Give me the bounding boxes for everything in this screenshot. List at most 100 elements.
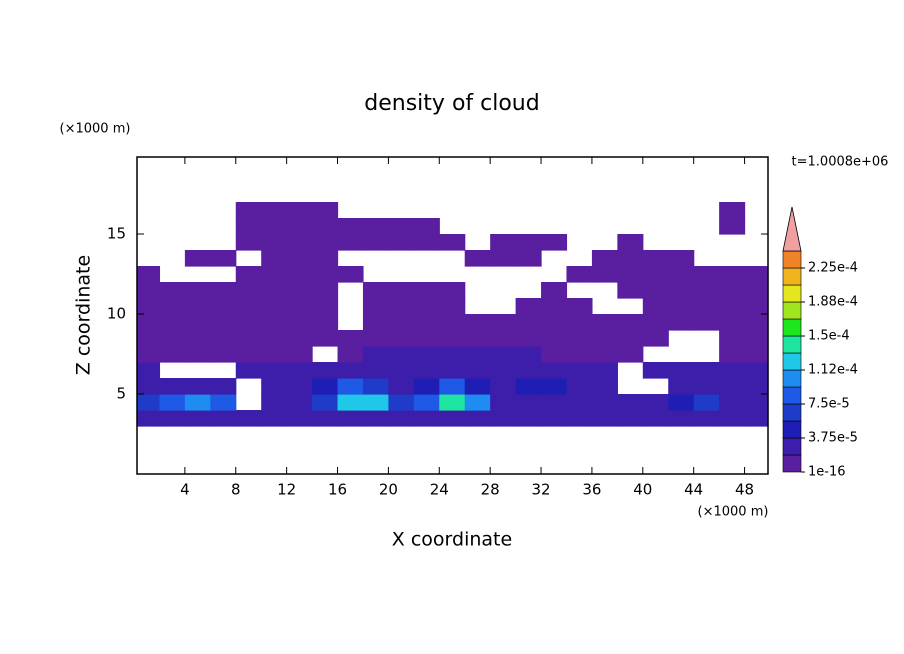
contour-cell — [464, 394, 491, 411]
contour-cell — [137, 298, 161, 315]
contour-cell — [413, 362, 440, 379]
contour-cell — [490, 234, 517, 251]
chart-title: density of cloud — [364, 91, 539, 116]
contour-cell — [515, 410, 542, 427]
contour-cell — [439, 394, 466, 411]
contour-cell — [388, 314, 415, 331]
contour-cell — [566, 394, 593, 411]
contour-cell — [159, 282, 186, 299]
contour-cell — [137, 362, 161, 379]
contour-cell — [744, 378, 769, 395]
contour-cell — [261, 202, 288, 219]
contour-cell — [439, 330, 466, 347]
contour-cell — [286, 282, 313, 299]
x-axis-label: X coordinate — [392, 529, 512, 551]
y-unit: (×1000 m) — [60, 122, 131, 137]
contour-cell — [286, 346, 313, 363]
contour-cell — [566, 410, 593, 427]
contour-cell — [337, 266, 364, 283]
contour-cell — [668, 410, 695, 427]
contour-cell — [541, 378, 568, 395]
contour-cell — [439, 314, 466, 331]
colorbar-label: 2.25e-4 — [808, 261, 858, 276]
contour-cell — [719, 282, 746, 299]
contour-cell — [541, 314, 568, 331]
contour-cell — [719, 330, 746, 347]
contour-cell — [286, 394, 313, 411]
contour-cell — [744, 362, 769, 379]
contour-cell — [719, 266, 746, 283]
contour-cell — [235, 234, 262, 251]
contour-cell — [261, 282, 288, 299]
contour-cell — [566, 330, 593, 347]
contour-cell — [137, 314, 161, 331]
y-tick-label: 10 — [107, 305, 126, 323]
contour-cell — [388, 346, 415, 363]
contour-cell — [312, 250, 339, 267]
contour-cell — [184, 282, 211, 299]
colorbar-box — [782, 335, 802, 354]
contour-cell — [261, 378, 288, 395]
contour-cell — [591, 266, 618, 283]
contour-cell — [719, 218, 746, 235]
contour-cell — [210, 394, 237, 411]
contour-cell — [388, 394, 415, 411]
contour-cell — [744, 266, 769, 283]
contour-cell — [515, 234, 542, 251]
contour-cell — [312, 394, 339, 411]
contour-cell — [312, 330, 339, 347]
x-tick-label: 44 — [684, 481, 703, 499]
contour-cell — [617, 330, 644, 347]
contour-cell — [286, 202, 313, 219]
contour-cell — [515, 394, 542, 411]
contour-cell — [286, 266, 313, 283]
contour-cell — [312, 410, 339, 427]
contour-cell — [159, 314, 186, 331]
contour-cell — [591, 314, 618, 331]
contour-cell — [490, 250, 517, 267]
contour-cell — [642, 298, 669, 315]
contour-cell — [591, 378, 618, 395]
contour-cell — [337, 378, 364, 395]
x-tick-label: 8 — [231, 481, 241, 499]
contour-cell — [566, 378, 593, 395]
colorbar-box — [782, 301, 802, 320]
contour-cell — [591, 410, 618, 427]
contour-cell — [490, 330, 517, 347]
contour-cell — [719, 346, 746, 363]
colorbar-box — [782, 437, 802, 456]
contour-cell — [515, 362, 542, 379]
contour-cell — [235, 410, 262, 427]
contour-cell — [337, 410, 364, 427]
contour-cell — [312, 234, 339, 251]
contour-cell — [413, 234, 440, 251]
contour-cell — [137, 394, 161, 411]
contour-cell — [337, 330, 364, 347]
contour-cell — [744, 330, 769, 347]
contour-cell — [137, 410, 161, 427]
contour-cell — [286, 218, 313, 235]
contour-cell — [362, 362, 389, 379]
colorbar-box — [782, 250, 802, 269]
contour-cell — [693, 266, 720, 283]
contour-cell — [210, 378, 237, 395]
x-tick-label: 16 — [328, 481, 347, 499]
contour-cell — [439, 410, 466, 427]
contour-cell — [312, 282, 339, 299]
contour-cell — [693, 378, 720, 395]
colorbar-label: 1.5e-4 — [808, 329, 850, 344]
contour-cell — [566, 362, 593, 379]
contour-cell — [744, 346, 769, 363]
contour-cell — [159, 330, 186, 347]
contour-cell — [693, 298, 720, 315]
contour-cell — [439, 282, 466, 299]
colorbar-label: 1.12e-4 — [808, 363, 858, 378]
contour-cell — [413, 314, 440, 331]
contour-cell — [541, 330, 568, 347]
contour-cell — [362, 394, 389, 411]
contour-cell — [693, 410, 720, 427]
contour-cell — [312, 266, 339, 283]
contour-cell — [362, 330, 389, 347]
contour-cell — [413, 330, 440, 347]
contour-cell — [541, 346, 568, 363]
